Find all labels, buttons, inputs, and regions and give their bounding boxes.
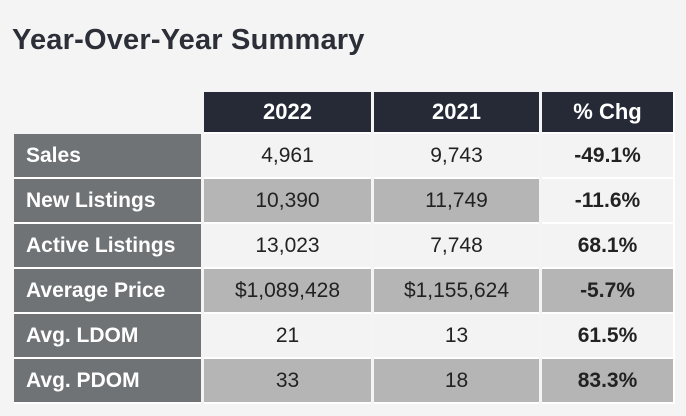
cell-avg-pdom-2021: 18 bbox=[374, 359, 539, 404]
row-label-avg-ldom: Avg. LDOM bbox=[14, 314, 201, 359]
column-header-2022: 2022 bbox=[204, 92, 371, 134]
row-label-active-listings: Active Listings bbox=[14, 224, 201, 269]
cell-new-listings-pct-chg: -11.6% bbox=[542, 179, 673, 224]
cell-active-listings-2022: 13,023 bbox=[204, 224, 371, 269]
cell-avg-ldom-pct-chg: 61.5% bbox=[542, 314, 673, 359]
cell-new-listings-2022: 10,390 bbox=[204, 179, 371, 224]
cell-avg-pdom-pct-chg: 83.3% bbox=[542, 359, 673, 404]
cell-avg-ldom-2021: 13 bbox=[374, 314, 539, 359]
cell-active-listings-2021: 7,748 bbox=[374, 224, 539, 269]
summary-table: 2022 2021 % Chg Sales 4,961 9,743 -49.1%… bbox=[14, 92, 675, 404]
cell-avg-ldom-2022: 21 bbox=[204, 314, 371, 359]
cell-active-listings-pct-chg: 68.1% bbox=[542, 224, 673, 269]
row-label-new-listings: New Listings bbox=[14, 179, 201, 224]
cell-average-price-2022: $1,089,428 bbox=[204, 269, 371, 314]
cell-sales-pct-chg: -49.1% bbox=[542, 134, 673, 179]
column-header-pct-chg: % Chg bbox=[542, 92, 673, 134]
cell-avg-pdom-2022: 33 bbox=[204, 359, 371, 404]
cell-average-price-2021: $1,155,624 bbox=[374, 269, 539, 314]
cell-sales-2022: 4,961 bbox=[204, 134, 371, 179]
row-label-average-price: Average Price bbox=[14, 269, 201, 314]
cell-average-price-pct-chg: -5.7% bbox=[542, 269, 673, 314]
page-title: Year-Over-Year Summary bbox=[12, 24, 365, 56]
row-label-sales: Sales bbox=[14, 134, 201, 179]
row-label-avg-pdom: Avg. PDOM bbox=[14, 359, 201, 404]
cell-new-listings-2021: 11,749 bbox=[374, 179, 539, 224]
cell-sales-2021: 9,743 bbox=[374, 134, 539, 179]
column-header-2021: 2021 bbox=[374, 92, 539, 134]
table-corner bbox=[14, 92, 201, 134]
